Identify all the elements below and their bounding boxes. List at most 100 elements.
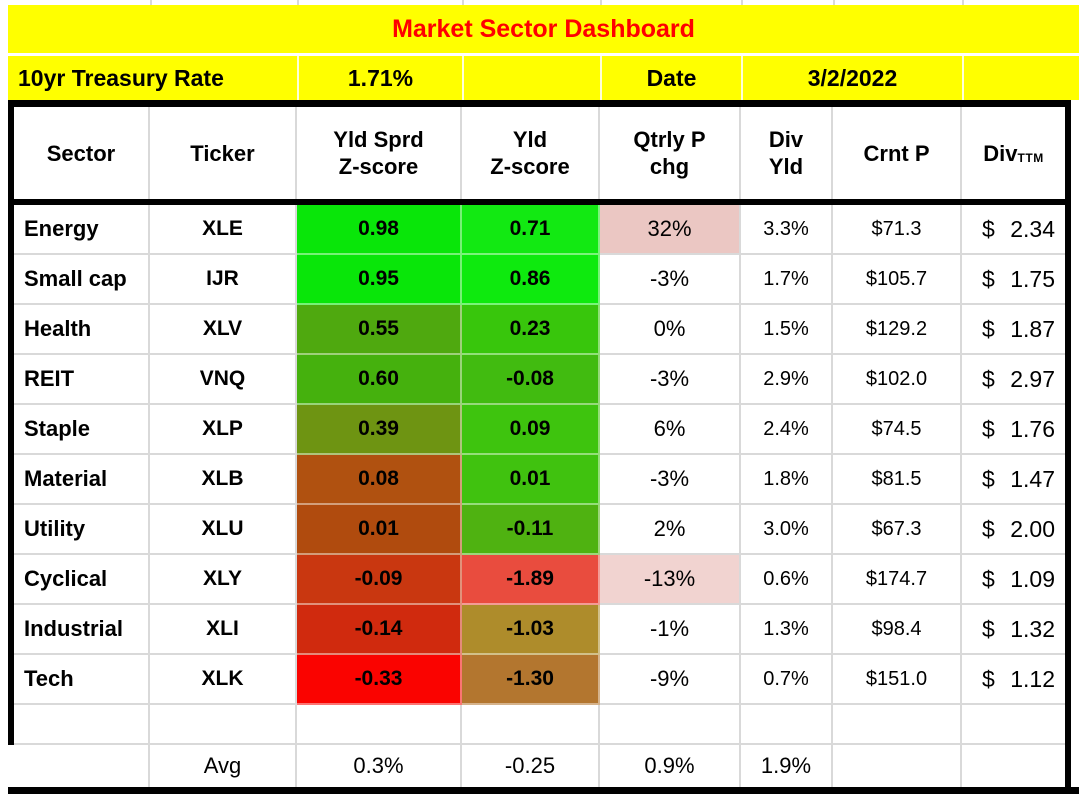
header-qtrly-p-chg[interactable]: Qtrly P chg xyxy=(600,107,741,199)
cell-div-yld[interactable]: 0.6% xyxy=(741,555,833,605)
header-div-ttm[interactable]: Div TTM xyxy=(962,107,1065,199)
cell-yld-zscore[interactable]: -1.89 xyxy=(462,555,600,605)
cell-yld-sprd-zscore[interactable]: 0.60 xyxy=(297,355,462,405)
cell-div-ttm[interactable]: $ 1.09 xyxy=(962,555,1065,605)
cell-ticker[interactable]: XLB xyxy=(150,455,297,505)
cell-div-yld[interactable]: 3.3% xyxy=(741,205,833,255)
treasury-rate-value[interactable]: 1.71% xyxy=(297,56,462,100)
cell-qtrly-p-chg[interactable]: 32% xyxy=(600,205,741,255)
cell-crnt-p[interactable]: $102.0 xyxy=(833,355,962,405)
cell-crnt-p[interactable]: $98.4 xyxy=(833,605,962,655)
cell-div-ttm[interactable]: $ 1.76 xyxy=(962,405,1065,455)
empty-cell[interactable] xyxy=(14,745,150,787)
avg-label[interactable]: Avg xyxy=(150,745,297,787)
cell-qtrly-p-chg[interactable]: 6% xyxy=(600,405,741,455)
cell-crnt-p[interactable]: $105.7 xyxy=(833,255,962,305)
cell-yld-zscore[interactable]: 0.86 xyxy=(462,255,600,305)
header-sector[interactable]: Sector xyxy=(14,107,150,199)
cell-yld-zscore[interactable]: 0.09 xyxy=(462,405,600,455)
cell-ticker[interactable]: XLY xyxy=(150,555,297,605)
cell-div-ttm[interactable]: $ 1.75 xyxy=(962,255,1065,305)
cell-qtrly-p-chg[interactable]: -3% xyxy=(600,355,741,405)
cell-yld-sprd-zscore[interactable]: -0.14 xyxy=(297,605,462,655)
cell-qtrly-p-chg[interactable]: 2% xyxy=(600,505,741,555)
cell-ticker[interactable]: XLK xyxy=(150,655,297,705)
cell-div-yld[interactable]: 1.3% xyxy=(741,605,833,655)
cell-div-ttm[interactable]: $ 2.00 xyxy=(962,505,1065,555)
cell-sector[interactable]: Industrial xyxy=(14,605,150,655)
cell-qtrly-p-chg[interactable]: -13% xyxy=(600,555,741,605)
cell-sector[interactable]: REIT xyxy=(14,355,150,405)
cell-ticker[interactable]: XLU xyxy=(150,505,297,555)
cell-ticker[interactable]: XLI xyxy=(150,605,297,655)
empty-cell[interactable] xyxy=(600,705,741,745)
cell-yld-sprd-zscore[interactable]: 0.01 xyxy=(297,505,462,555)
cell-ticker[interactable]: VNQ xyxy=(150,355,297,405)
cell-qtrly-p-chg[interactable]: 0% xyxy=(600,305,741,355)
cell-div-yld[interactable]: 3.0% xyxy=(741,505,833,555)
cell-yld-zscore[interactable]: 0.23 xyxy=(462,305,600,355)
cell-yld-sprd-zscore[interactable]: -0.09 xyxy=(297,555,462,605)
cell-div-ttm[interactable]: $ 1.32 xyxy=(962,605,1065,655)
cell-div-yld[interactable]: 0.7% xyxy=(741,655,833,705)
cell-yld-sprd-zscore[interactable]: 0.39 xyxy=(297,405,462,455)
cell-div-yld[interactable]: 2.9% xyxy=(741,355,833,405)
cell-yld-zscore[interactable]: -0.11 xyxy=(462,505,600,555)
cell-qtrly-p-chg[interactable]: -3% xyxy=(600,455,741,505)
header-yld-sprd-zscore[interactable]: Yld Sprd Z-score xyxy=(297,107,462,199)
empty-cell[interactable] xyxy=(833,745,962,787)
date-label[interactable]: Date xyxy=(600,56,741,100)
cell-crnt-p[interactable]: $74.5 xyxy=(833,405,962,455)
cell-yld-zscore[interactable]: -1.03 xyxy=(462,605,600,655)
cell-yld-zscore[interactable]: 0.71 xyxy=(462,205,600,255)
empty-cell[interactable] xyxy=(962,745,1065,787)
cell-sector[interactable]: Energy xyxy=(14,205,150,255)
cell-sector[interactable]: Cyclical xyxy=(14,555,150,605)
cell-crnt-p[interactable]: $71.3 xyxy=(833,205,962,255)
cell-ticker[interactable]: IJR xyxy=(150,255,297,305)
cell-sector[interactable]: Small cap xyxy=(14,255,150,305)
cell-yld-sprd-zscore[interactable]: 0.55 xyxy=(297,305,462,355)
cell-div-yld[interactable]: 1.8% xyxy=(741,455,833,505)
cell-yld-zscore[interactable]: -0.08 xyxy=(462,355,600,405)
cell-sector[interactable]: Staple xyxy=(14,405,150,455)
empty-cell[interactable] xyxy=(962,705,1065,745)
cell-crnt-p[interactable]: $67.3 xyxy=(833,505,962,555)
header-crnt-p[interactable]: Crnt P xyxy=(833,107,962,199)
header-div-yld[interactable]: Div Yld xyxy=(741,107,833,199)
avg-div-yld[interactable]: 1.9% xyxy=(741,745,833,787)
cell-ticker[interactable]: XLE xyxy=(150,205,297,255)
cell-crnt-p[interactable]: $151.0 xyxy=(833,655,962,705)
empty-cell[interactable] xyxy=(462,56,600,100)
cell-yld-zscore[interactable]: -1.30 xyxy=(462,655,600,705)
header-yld-zscore[interactable]: Yld Z-score xyxy=(462,107,600,199)
empty-cell[interactable] xyxy=(297,705,462,745)
date-value[interactable]: 3/2/2022 xyxy=(741,56,962,100)
cell-div-ttm[interactable]: $ 1.12 xyxy=(962,655,1065,705)
avg-yld-sprd[interactable]: 0.3% xyxy=(297,745,462,787)
avg-yld-z[interactable]: -0.25 xyxy=(462,745,600,787)
cell-sector[interactable]: Health xyxy=(14,305,150,355)
cell-yld-sprd-zscore[interactable]: 0.95 xyxy=(297,255,462,305)
cell-div-ttm[interactable]: $ 1.47 xyxy=(962,455,1065,505)
cell-yld-zscore[interactable]: 0.01 xyxy=(462,455,600,505)
cell-qtrly-p-chg[interactable]: -1% xyxy=(600,605,741,655)
empty-cell[interactable] xyxy=(462,705,600,745)
cell-yld-sprd-zscore[interactable]: 0.08 xyxy=(297,455,462,505)
cell-div-ttm[interactable]: $ 1.87 xyxy=(962,305,1065,355)
cell-div-yld[interactable]: 1.5% xyxy=(741,305,833,355)
cell-div-ttm[interactable]: $ 2.34 xyxy=(962,205,1065,255)
cell-div-yld[interactable]: 1.7% xyxy=(741,255,833,305)
empty-cell[interactable] xyxy=(741,705,833,745)
cell-yld-sprd-zscore[interactable]: -0.33 xyxy=(297,655,462,705)
avg-qtrly[interactable]: 0.9% xyxy=(600,745,741,787)
cell-crnt-p[interactable]: $174.7 xyxy=(833,555,962,605)
empty-cell[interactable] xyxy=(833,705,962,745)
empty-cell[interactable] xyxy=(150,705,297,745)
header-ticker[interactable]: Ticker xyxy=(150,107,297,199)
cell-div-yld[interactable]: 2.4% xyxy=(741,405,833,455)
cell-sector[interactable]: Tech xyxy=(14,655,150,705)
cell-sector[interactable]: Material xyxy=(14,455,150,505)
cell-ticker[interactable]: XLP xyxy=(150,405,297,455)
cell-crnt-p[interactable]: $81.5 xyxy=(833,455,962,505)
